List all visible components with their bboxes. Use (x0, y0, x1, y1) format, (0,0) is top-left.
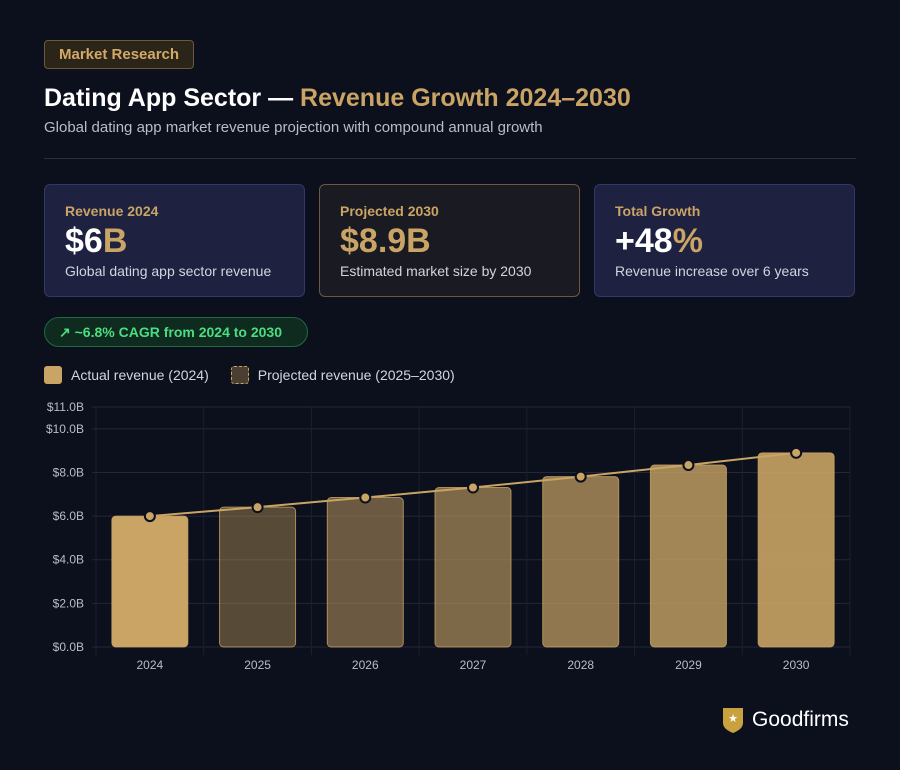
legend-label-actual: Actual revenue (2024) (71, 367, 209, 383)
bar-2025 (219, 506, 297, 648)
page-title: Dating App Sector — Revenue Growth 2024–… (44, 84, 631, 113)
x-tick-label: 2025 (244, 658, 271, 672)
divider (44, 158, 856, 159)
x-tick-label: 2024 (137, 658, 164, 672)
y-tick-label: $6.0B (53, 509, 84, 523)
category-badge: Market Research (44, 40, 195, 69)
bar-2030 (757, 452, 835, 648)
data-point-2025 (251, 501, 264, 514)
brand-logo: ★ Goodfirms (722, 707, 849, 733)
legend-swatch-actual (44, 366, 62, 384)
x-tick-label: 2027 (460, 658, 487, 672)
bar-2027 (434, 487, 512, 648)
data-point-2030 (790, 446, 803, 459)
stat-value-main: $6 (65, 222, 103, 260)
stat-value-accent: $8.9B (340, 222, 431, 260)
y-tick-label: $10.0B (46, 422, 84, 436)
data-point-2024 (143, 510, 156, 523)
stat-card-projected-2030: Projected 2030 $8.9B Estimated market si… (319, 184, 580, 297)
stat-value-accent: B (102, 222, 128, 260)
y-tick-label: $11.0B (47, 400, 84, 414)
bar-2029 (649, 464, 727, 648)
data-point-2028 (574, 470, 587, 483)
y-tick-label: $2.0B (53, 596, 84, 610)
title-main: Dating App Sector — (44, 84, 301, 112)
brand-name: Goodfirms (752, 708, 849, 731)
data-point-2027 (467, 481, 479, 494)
y-tick-label: $0.0B (53, 640, 84, 654)
bar-2024 (111, 515, 189, 648)
stat-desc: Global dating app sector revenue (65, 263, 272, 279)
bar-2028 (542, 476, 620, 648)
svg-text:★: ★ (728, 713, 738, 725)
stat-value: $6B (65, 221, 284, 261)
x-tick-label: 2026 (352, 658, 379, 672)
legend-swatch-projected (230, 366, 249, 384)
bar-2026 (326, 497, 404, 648)
chart-legend: Actual revenue (2024) Projected revenue … (44, 366, 455, 384)
shield-star-icon: ★ (723, 708, 743, 733)
x-tick-label: 2030 (783, 658, 810, 672)
stat-value-accent: % (672, 222, 703, 260)
stat-value: +48% (615, 221, 834, 261)
legend-label-projected: Projected revenue (2025–2030) (257, 367, 455, 383)
x-tick-label: 2028 (567, 658, 594, 672)
trending-up-icon: ↗ (59, 324, 71, 340)
stat-value: $8.9B (340, 221, 559, 261)
y-tick-label: $4.0B (53, 553, 84, 567)
stat-value-main: +48 (615, 222, 673, 260)
data-point-2029 (682, 459, 695, 472)
cagr-pill: ↗ ~6.8% CAGR from 2024 to 2030 (44, 317, 308, 347)
cagr-text: ~6.8% CAGR from 2024 to 2030 (74, 324, 282, 340)
stat-label: Total Growth (615, 203, 701, 219)
stat-label: Projected 2030 (340, 203, 439, 219)
stat-desc: Estimated market size by 2030 (340, 263, 532, 279)
subtitle: Global dating app market revenue project… (44, 119, 543, 136)
y-tick-label: $8.0B (53, 465, 84, 479)
title-accent: Revenue Growth 2024–2030 (300, 84, 631, 112)
stat-card-revenue-2024: Revenue 2024 $6B Global dating app secto… (44, 184, 305, 297)
stat-label: Revenue 2024 (65, 203, 159, 219)
stat-desc: Revenue increase over 6 years (615, 263, 809, 279)
x-tick-label: 2029 (675, 658, 702, 672)
data-point-2026 (359, 491, 372, 504)
stat-card-total-growth: Total Growth +48% Revenue increase over … (594, 184, 855, 297)
